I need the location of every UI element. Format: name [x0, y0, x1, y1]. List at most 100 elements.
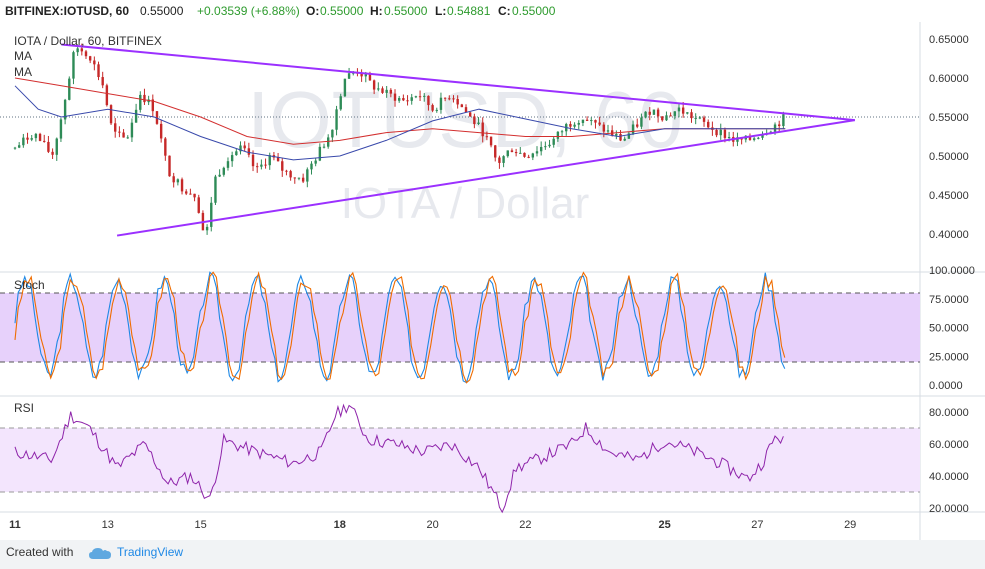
candle-body [381, 88, 384, 93]
candle-body [527, 156, 530, 158]
candle-body [293, 177, 296, 179]
candle-body [669, 115, 672, 117]
candle-body [126, 137, 129, 139]
time-axis-label: 22 [519, 519, 531, 531]
candle-body [723, 129, 727, 138]
candle-body [189, 193, 192, 195]
candle-body [761, 134, 764, 138]
candle-body [260, 164, 263, 167]
candle-body [335, 109, 338, 130]
candle-body [752, 138, 756, 140]
candle-body [151, 99, 155, 112]
low-value: 0.54881 [447, 4, 491, 18]
candle-body [448, 98, 451, 100]
candle-body [552, 138, 555, 145]
candle-body [26, 137, 29, 140]
candle-body [423, 95, 426, 97]
candle-body [93, 60, 96, 65]
candle-body [598, 122, 601, 125]
candle-body [105, 85, 109, 106]
candle-body [439, 97, 443, 110]
stoch-axis-label: 0.0000 [929, 380, 963, 392]
candle-body [230, 155, 234, 162]
ma-legend-2: MA [14, 65, 32, 79]
rsi-axis-label: 20.0000 [929, 503, 969, 515]
candle-body [464, 107, 468, 113]
candle-body [322, 146, 326, 148]
candle-body [155, 111, 159, 124]
symbol-label[interactable]: BITFINEX:IOTUSD, 60 [5, 4, 130, 18]
candle-body [214, 176, 217, 203]
candle-body [281, 161, 284, 171]
candle-body [134, 109, 138, 123]
time-axis-label: 29 [844, 519, 856, 531]
candle-body [494, 145, 497, 158]
candle-body [615, 133, 618, 136]
candle-body [101, 77, 104, 86]
candle-body [377, 88, 380, 90]
candle-body [510, 150, 514, 152]
candle-body [368, 74, 372, 81]
candle-body [372, 80, 376, 90]
candle-body [590, 120, 593, 122]
time-axis-label: 13 [102, 519, 114, 531]
candle-body [435, 109, 438, 111]
candle-body [180, 179, 184, 192]
candle-body [560, 131, 564, 133]
time-axis-label: 25 [658, 519, 670, 531]
candle-body [627, 133, 631, 139]
high-value: 0.55000 [384, 4, 428, 18]
rsi-axis-label: 40.0000 [929, 471, 969, 483]
price-axis-label: 0.55000 [929, 112, 969, 124]
candle-body [644, 111, 647, 118]
rsi-line [14, 403, 784, 514]
candle-body [139, 94, 142, 110]
stoch-d-line [14, 271, 786, 384]
candle-body [185, 191, 188, 194]
candle-body [310, 163, 313, 170]
candle-body [452, 98, 455, 100]
candle-body [665, 115, 668, 121]
candle-body [519, 152, 522, 154]
time-axis-label: 11 [9, 519, 21, 531]
candle-body [690, 112, 693, 119]
candle-body [63, 99, 67, 120]
candle-body [456, 98, 459, 105]
candle-body [210, 202, 213, 227]
candle-body [347, 73, 351, 79]
candle-body [297, 177, 301, 179]
candle-body [17, 145, 21, 148]
candle-body [694, 118, 697, 120]
candle-body [427, 95, 430, 106]
candle-body [485, 136, 489, 138]
candle-body [681, 107, 685, 114]
candle-body [468, 112, 472, 117]
candle-body [443, 97, 447, 99]
candle-body [222, 167, 225, 175]
candle-body [656, 109, 660, 117]
candle-body [109, 105, 113, 124]
candle-body [68, 78, 71, 100]
resistance-trendline [61, 43, 855, 122]
candle-body [55, 138, 58, 155]
candle-body [715, 129, 718, 136]
candle-body [748, 135, 752, 140]
candle-body [34, 133, 38, 139]
candle-body [331, 129, 334, 138]
rsi-pane [14, 403, 784, 514]
tradingview-link[interactable]: TradingView [117, 545, 184, 559]
candle-body [640, 117, 643, 127]
candle-body [498, 157, 501, 163]
support-trendline [116, 119, 855, 237]
candle-body [159, 123, 163, 139]
candle-body [631, 124, 635, 134]
candle-body [88, 56, 92, 61]
candle-body [314, 160, 317, 164]
candle-body [318, 146, 322, 161]
rsi-band [0, 428, 920, 492]
candle-body [301, 177, 305, 182]
stoch-axis-label: 50.0000 [929, 323, 969, 335]
chart-canvas[interactable]: IOTUSD, 60 IOTA / Dollar 0.650000.600000… [0, 22, 985, 540]
candle-body [289, 171, 292, 178]
candle-body [264, 164, 267, 166]
